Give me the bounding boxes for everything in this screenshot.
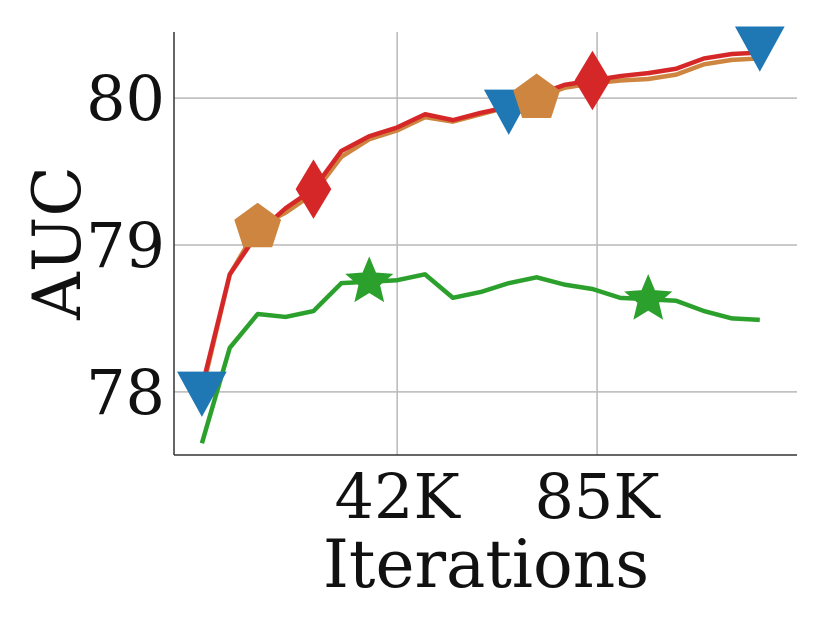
tick-labels: 42K 85K 78 79 80 bbox=[86, 62, 661, 533]
x-tick-label: 85K bbox=[534, 460, 661, 533]
series-line bbox=[199, 272, 760, 444]
star-marker bbox=[624, 274, 673, 320]
series-line bbox=[199, 56, 760, 393]
diamond-marker bbox=[574, 50, 611, 111]
pentagon-marker bbox=[513, 73, 561, 119]
x-axis-title: Iterations bbox=[323, 526, 649, 603]
series-markers bbox=[177, 26, 785, 417]
grid-lines bbox=[174, 32, 797, 455]
triangle-down-marker bbox=[177, 371, 227, 417]
x-tick-label: 42K bbox=[335, 460, 462, 533]
diamond-marker bbox=[295, 159, 332, 219]
star-marker bbox=[345, 256, 394, 303]
series-line bbox=[199, 50, 760, 388]
series-lines bbox=[199, 50, 760, 444]
pentagon-marker bbox=[234, 202, 282, 248]
y-tick-label: 78 bbox=[86, 356, 165, 429]
triangle-down-marker bbox=[734, 26, 785, 72]
y-axis-title: AUC bbox=[19, 166, 96, 321]
y-tick-label: 80 bbox=[86, 62, 165, 135]
y-tick-label: 79 bbox=[86, 209, 165, 282]
